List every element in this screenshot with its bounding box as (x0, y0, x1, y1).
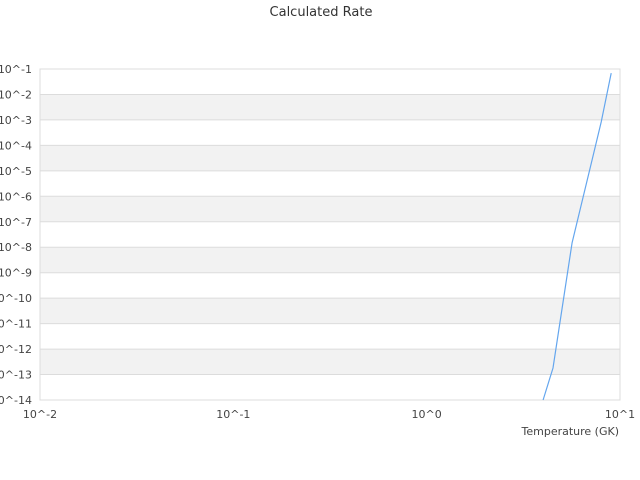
grid-band (40, 272, 620, 299)
x-tick-label: 10^-1 (216, 408, 250, 421)
series-group (542, 72, 612, 401)
y-axis: 10^-1 10^-2 10^-3 10^-4 10^-5 10^-6 10^-7 10^-8… (0, 63, 32, 407)
x-tick-label: 10^-2 (23, 408, 57, 421)
y-tick-label: 10^-12 (0, 343, 32, 356)
grid-band (40, 247, 620, 273)
grid-band (40, 298, 620, 324)
y-tick-label: 10^-14 (0, 394, 32, 407)
x-tick-label: 10^0 (412, 408, 442, 421)
y-tick-label: 10^-13 (0, 369, 32, 382)
y-tick-label: 10^-8 (0, 241, 32, 254)
grid-band (40, 349, 620, 375)
x-tick-label: 10^1 (605, 408, 635, 421)
grid-band (40, 69, 620, 95)
grid-band (40, 196, 620, 222)
y-tick-label: 10^-3 (0, 114, 32, 127)
y-tick-label: 10^-9 (0, 267, 32, 280)
y-tick-label: 10^-2 (0, 88, 32, 101)
grid-band (40, 323, 620, 350)
y-tick-label: 10^-10 (0, 292, 32, 305)
x-axis: 10^-2 10^-1 10^0 10^1 (23, 408, 635, 421)
grid-bands (40, 68, 620, 400)
y-tick-label: 10^-6 (0, 190, 32, 203)
y-tick-label: 10^-1 (0, 63, 32, 76)
y-tick-label: 10^-7 (0, 216, 32, 229)
y-tick-label: 10^-11 (0, 318, 32, 331)
grid-band (40, 94, 620, 120)
grid-band (40, 374, 620, 400)
grid-band (40, 221, 620, 248)
chart-title: Calculated Rate (270, 5, 373, 20)
grid-band (40, 145, 620, 171)
grid-band (40, 170, 620, 197)
grid-band (40, 119, 620, 146)
y-tick-label: 10^-4 (0, 139, 32, 152)
plot-frame (39, 68, 621, 401)
y-tick-label: 10^-5 (0, 165, 32, 178)
series-line (542, 72, 612, 401)
x-axis-label: Temperature (GK) (521, 425, 620, 438)
